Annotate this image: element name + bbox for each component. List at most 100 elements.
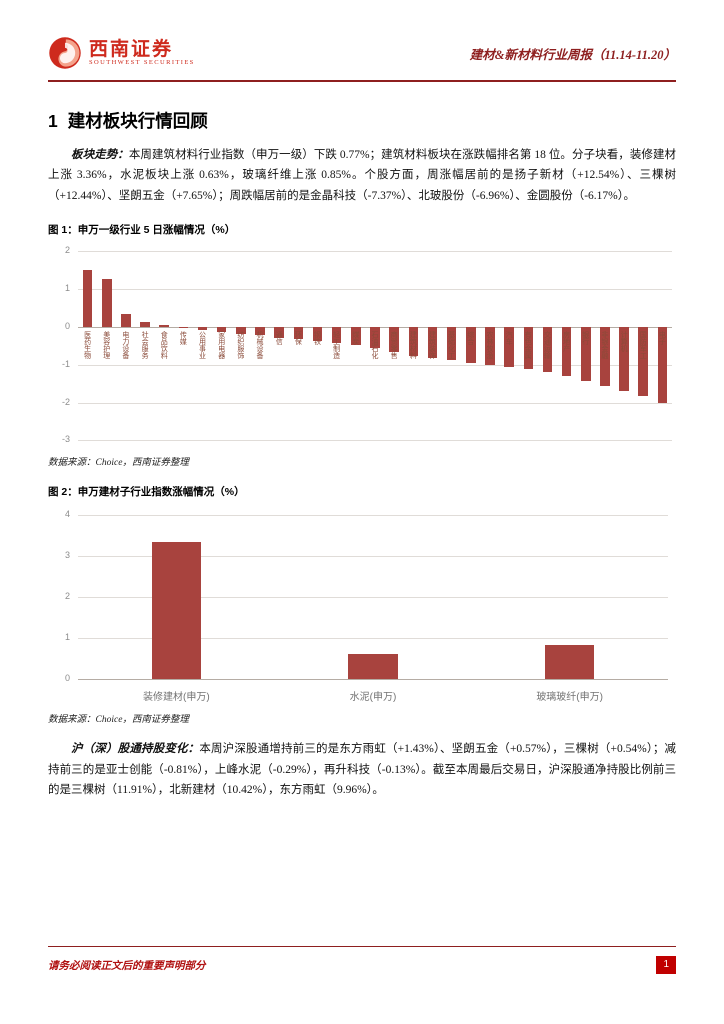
- page-number-badge: 1: [656, 956, 676, 974]
- logo-name-en: SOUTHWEST SECURITIES: [89, 59, 195, 67]
- category-label: 建筑装饰: [428, 331, 437, 359]
- category-label: 商贸零售: [390, 331, 399, 359]
- bar: [178, 327, 189, 329]
- grid-line: [78, 289, 672, 291]
- header-divider: [48, 80, 676, 82]
- bar: [446, 327, 457, 361]
- grid-line: [78, 679, 668, 681]
- figure1-bar-chart: -3 -2 -1 0 1 2 医药生物 美容护理 电力设备 社会服务 食品饮料 传媒 公用事业 家用电器 纺…: [48, 245, 676, 451]
- category-label: 电子: [658, 331, 667, 345]
- category-label: 石油石化: [371, 331, 379, 359]
- report-body: 1 建材板块行情回顾 板块走势：本周建筑材料行业指数（申万一级）下跌 0.77%；…: [0, 108, 724, 801]
- category-label: 有色金属: [524, 331, 533, 359]
- grid-line: [78, 597, 668, 599]
- bar: [140, 322, 150, 327]
- bar: [600, 327, 610, 386]
- bar: [255, 327, 265, 336]
- category-label: 计算机: [620, 331, 629, 352]
- paragraph-lead: 板块走势：: [71, 149, 129, 161]
- y-tick-label: -1: [61, 358, 70, 369]
- category-label: 建筑材料: [409, 331, 418, 359]
- bar: [236, 327, 246, 334]
- bar: [523, 327, 534, 370]
- logo-name-cn: 西南证券: [89, 38, 174, 60]
- category-label: 轻工制造: [332, 331, 341, 359]
- logo-text: 西南证券 SOUTHWEST SECURITIES: [89, 38, 195, 67]
- category-label: 医药生物: [83, 331, 92, 359]
- category-label: 基础化工: [447, 331, 456, 359]
- category-label: 家用电器: [217, 331, 226, 359]
- grid-line: [78, 515, 668, 517]
- bar: [504, 327, 514, 368]
- y-tick-label: 1: [64, 283, 70, 294]
- paragraph-text: 本周建筑材料行业指数（申万一级）下跌 0.77%；建筑材料板块在涨跌幅排名第 1…: [48, 149, 677, 202]
- category-label: 环保: [294, 331, 303, 345]
- category-label: 农林牧渔: [485, 331, 494, 359]
- y-tick-label: -2: [61, 396, 70, 407]
- grid-line: [78, 402, 672, 404]
- bar: [197, 327, 208, 331]
- bar: [545, 644, 595, 680]
- category-label: 国防军工: [639, 331, 648, 359]
- bar: [485, 327, 495, 365]
- paragraph-lead: 沪（深）股通持股变化：: [71, 743, 200, 756]
- bar: [389, 327, 399, 352]
- figure1-source: 数据来源：Choice，西南证券整理: [48, 458, 189, 469]
- category-label: 电力设备: [121, 331, 130, 359]
- bar: [561, 327, 572, 377]
- category-label: 交通运输: [543, 331, 552, 359]
- figure2-caption: 图 2：申万建材子行业指数涨幅情况（%）: [48, 486, 245, 499]
- category-label: 食品饮料: [160, 331, 169, 359]
- category-label: 通信: [275, 331, 284, 345]
- bar: [580, 327, 591, 381]
- bar: [293, 327, 304, 340]
- bar: [312, 327, 323, 342]
- y-tick-label: 2: [64, 591, 70, 602]
- grid-line: [78, 251, 672, 253]
- category-label: 非银金融: [600, 331, 609, 359]
- y-tick-label: 3: [64, 550, 70, 561]
- category-label: 美容护理: [102, 331, 111, 359]
- category-label: 公用事业: [198, 331, 207, 359]
- y-tick-label: 0: [64, 321, 70, 331]
- category-label: 水泥(申万): [349, 692, 397, 704]
- category-label: 机械设备: [256, 331, 265, 359]
- company-logo: 西南证券 SOUTHWEST SECURITIES: [48, 36, 195, 70]
- bar: [216, 327, 227, 332]
- bar: [370, 327, 380, 348]
- bar: [638, 327, 649, 396]
- bar: [82, 270, 93, 327]
- category-label: 房地产: [562, 331, 571, 352]
- page-header: 西南证券 SOUTHWEST SECURITIES 建材&新材料行业周报（11.…: [0, 0, 724, 80]
- y-tick-label: 1: [64, 632, 70, 643]
- bar: [274, 327, 284, 338]
- y-tick-label: 2: [64, 245, 70, 256]
- category-label: 装修建材(申万): [142, 692, 210, 704]
- footer-divider: [48, 946, 676, 947]
- category-label: 钢铁: [313, 331, 322, 345]
- category-label: 社会服务: [141, 331, 150, 359]
- grid-line: [78, 556, 668, 558]
- paragraph-text: 本周沪深股通增持前三的是东方雨虹（+1.43%）、坚朗五金（+0.57%），三棵…: [48, 743, 676, 797]
- y-tick-label: -3: [61, 434, 70, 445]
- bar: [657, 327, 668, 403]
- bar: [101, 278, 112, 327]
- category-label: 纺织服饰: [236, 331, 245, 359]
- bar: [121, 313, 131, 327]
- category-label: 银行: [581, 331, 590, 345]
- bar: [351, 327, 361, 346]
- paragraph-sector-trend: 板块走势：本周建筑材料行业指数（申万一级）下跌 0.77%；建筑材料板块在涨跌幅…: [48, 145, 676, 206]
- bar: [427, 327, 438, 358]
- y-tick-label: 4: [64, 509, 70, 520]
- figure2-source: 数据来源：Choice，西南证券整理: [48, 715, 189, 726]
- page-footer: 请务必阅读正文后的重要声明部分 1: [48, 946, 676, 974]
- category-label: 煤炭: [351, 331, 360, 345]
- category-label: 玻璃玻纤(申万): [536, 692, 603, 704]
- grid-line: [78, 440, 672, 442]
- figure1-caption: 图 1：申万一级行业 5 日涨幅情况（%）: [48, 224, 236, 237]
- report-title: 建材&新材料行业周报（11.14-11.20）: [469, 47, 676, 62]
- bar: [331, 327, 342, 344]
- category-label: 传媒: [179, 331, 188, 345]
- grid-line: [78, 364, 672, 366]
